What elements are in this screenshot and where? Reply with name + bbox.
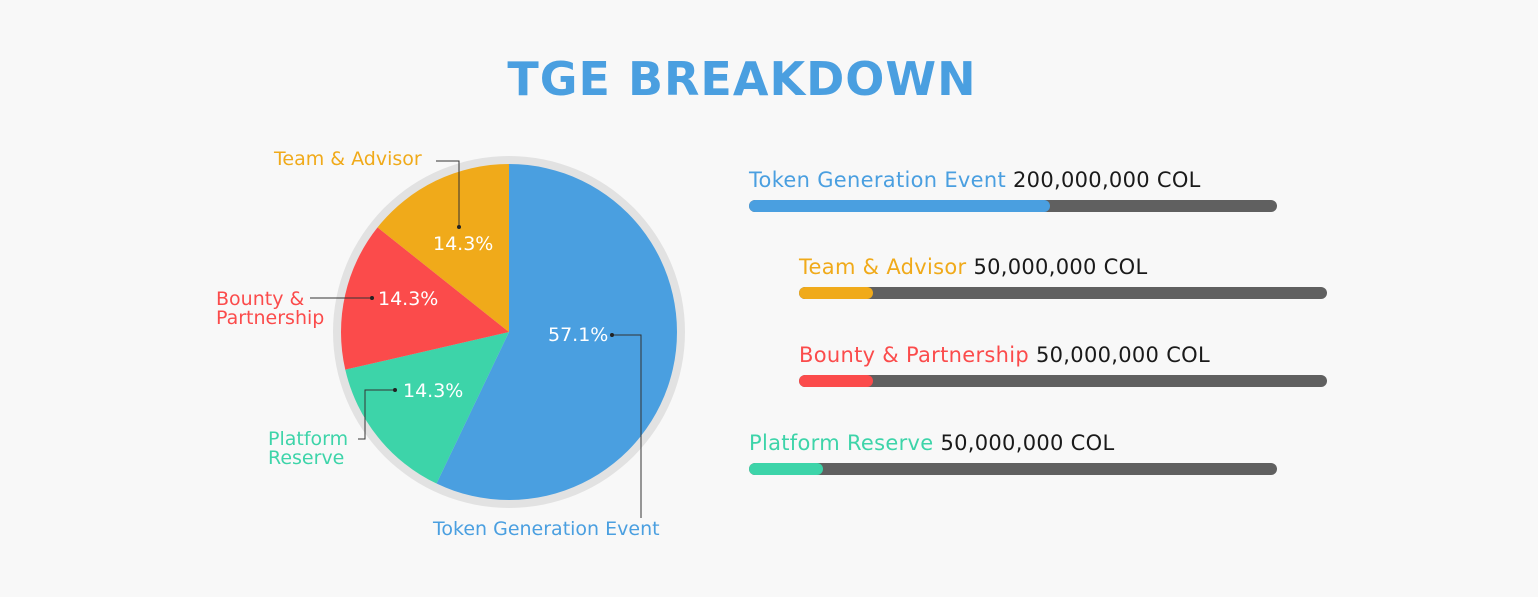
bar-fill xyxy=(799,287,873,299)
bar-category: Platform Reserve xyxy=(749,431,934,455)
slice-label-token-generation-event: Token Generation Event xyxy=(433,518,660,540)
bar-fill xyxy=(749,200,1050,212)
leader-line-team-advisor-dot xyxy=(457,225,461,229)
slice-pct-label-platform-reserve: 14.3% xyxy=(403,380,464,402)
bar-label: Bounty & Partnership 50,000,000 COL xyxy=(799,343,1327,367)
slice-label-team-advisor: Team & Advisor xyxy=(274,148,422,170)
bar-category: Token Generation Event xyxy=(749,168,1007,192)
pie-slice-bounty-partnership xyxy=(341,227,509,370)
pie-slice-team-advisor xyxy=(377,164,509,332)
pie-slice-token-generation-event xyxy=(436,164,677,500)
bar-fill xyxy=(799,375,873,387)
leader-line-token-generation-event xyxy=(612,334,642,518)
slice-pct-label-team-advisor: 14.3% xyxy=(433,233,494,255)
slice-pct-label-bounty-partnership: 14.3% xyxy=(378,288,439,310)
pie-slice-platform-reserve xyxy=(345,332,509,484)
leader-line-token-generation-event-dot xyxy=(610,333,614,337)
bar-label: Token Generation Event 200,000,000 COL xyxy=(749,168,1277,192)
bar-value: 50,000,000 COL xyxy=(1035,343,1210,367)
page-title: TGE BREAKDOWN xyxy=(507,52,977,106)
bar-row-team-advisor: Team & Advisor 50,000,000 COL xyxy=(799,255,1327,299)
bar-row-bounty-partnership: Bounty & Partnership 50,000,000 COL xyxy=(799,343,1327,387)
bar-track xyxy=(799,375,1327,387)
slice-label-platform-reserve: Platform Reserve xyxy=(268,428,349,469)
slice-label-bounty-partnership: Bounty & Partnership xyxy=(216,288,325,329)
bar-label: Team & Advisor 50,000,000 COL xyxy=(799,255,1327,279)
bar-category: Bounty & Partnership xyxy=(799,343,1029,367)
bar-value: 50,000,000 COL xyxy=(973,255,1148,279)
bar-track xyxy=(799,287,1327,299)
bar-row-platform-reserve: Platform Reserve 50,000,000 COL xyxy=(749,431,1277,475)
leader-line-platform-reserve-dot xyxy=(393,388,397,392)
bar-category: Team & Advisor xyxy=(799,255,967,279)
bar-value: 50,000,000 COL xyxy=(940,431,1115,455)
leader-line-platform-reserve xyxy=(358,389,395,440)
slice-pct-label-token-generation-event: 57.1% xyxy=(548,324,609,346)
bar-value: 200,000,000 COL xyxy=(1013,168,1201,192)
leader-line-team-advisor xyxy=(436,160,460,227)
bar-fill xyxy=(749,463,823,475)
bar-label: Platform Reserve 50,000,000 COL xyxy=(749,431,1277,455)
bar-track xyxy=(749,200,1277,212)
leader-line-bounty-partnership-dot xyxy=(370,296,374,300)
bar-track xyxy=(749,463,1277,475)
bar-row-token-generation-event: Token Generation Event 200,000,000 COL xyxy=(749,168,1277,212)
